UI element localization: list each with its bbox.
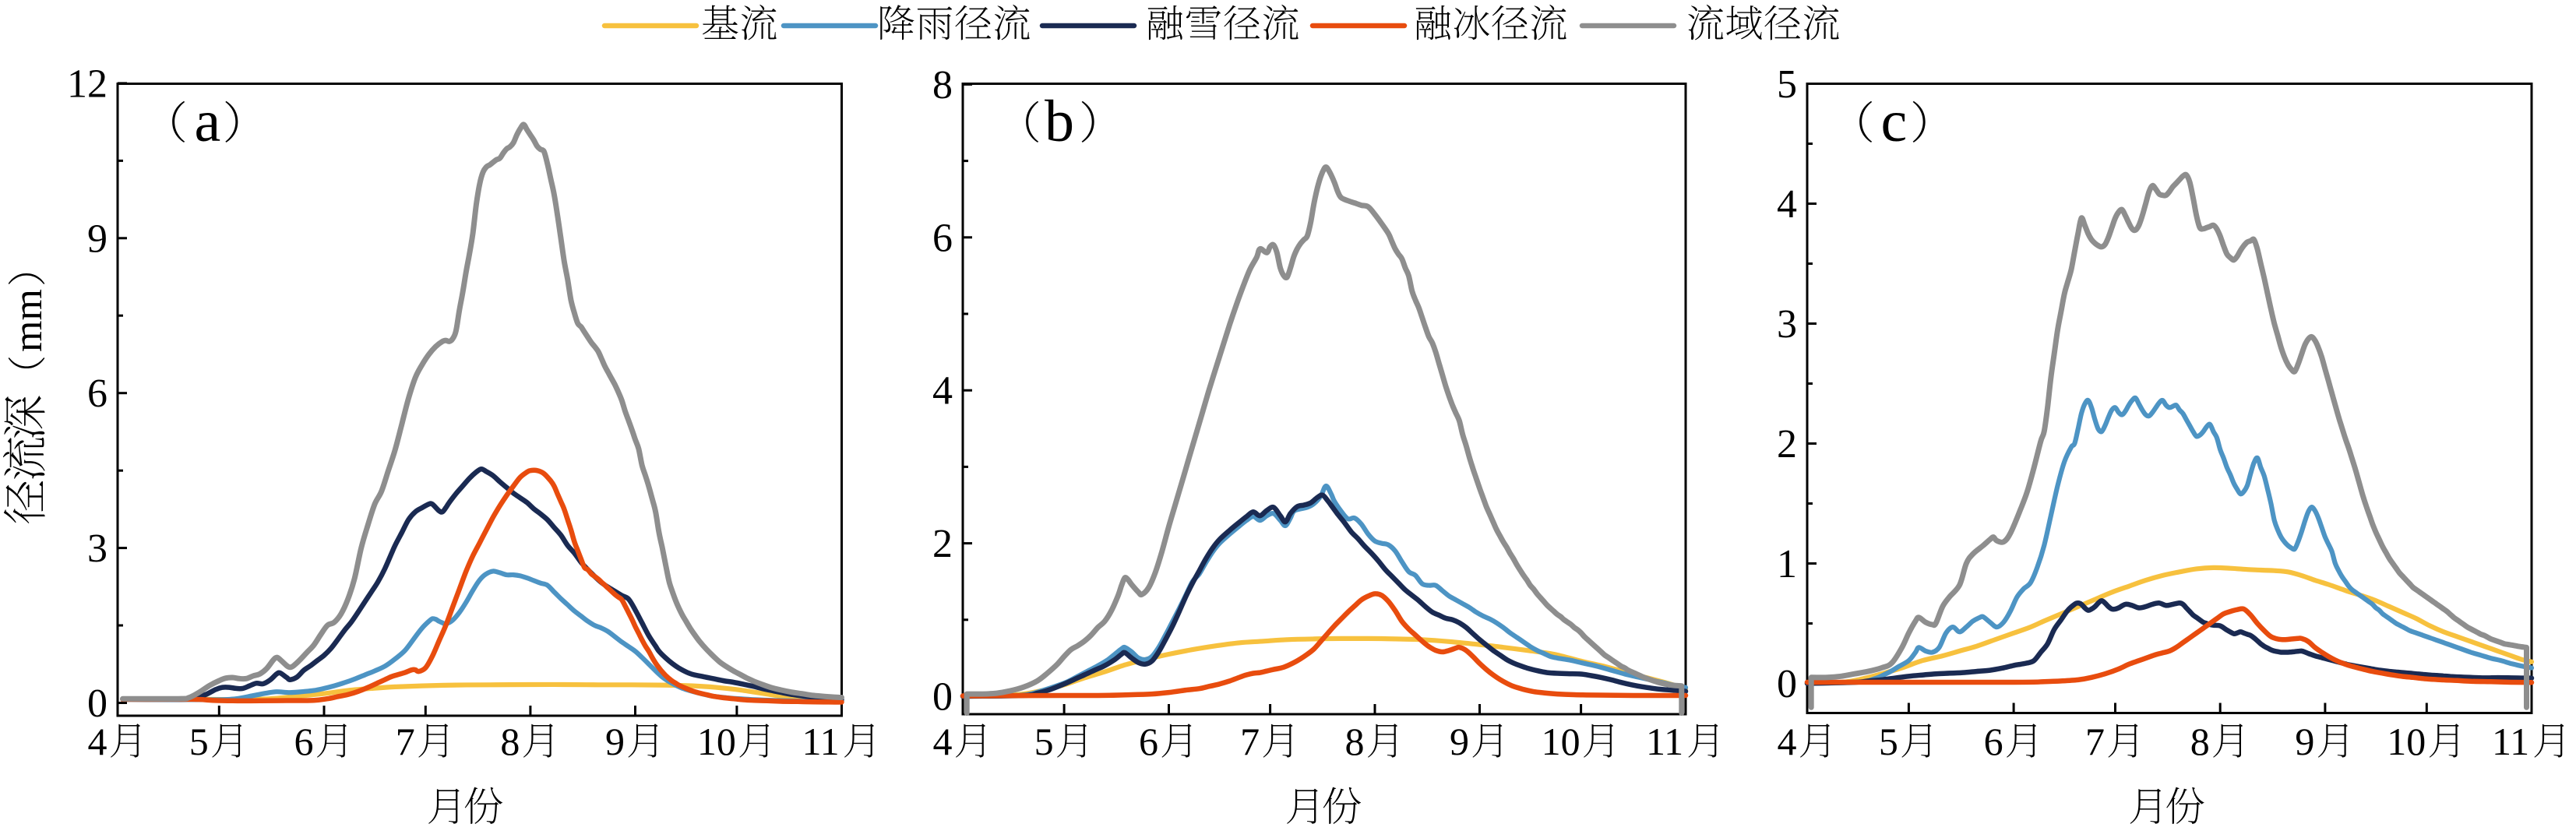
svg-text:10: 10 <box>1542 720 1580 763</box>
svg-text:9: 9 <box>1450 720 1469 763</box>
svg-text:6: 6 <box>87 371 107 416</box>
svg-text:c: c <box>1881 89 1908 154</box>
svg-text:8: 8 <box>932 63 953 107</box>
svg-text:0: 0 <box>1777 662 1797 706</box>
svg-text:2: 2 <box>932 522 953 566</box>
svg-text:7: 7 <box>396 720 415 763</box>
svg-text:11: 11 <box>2492 720 2529 763</box>
svg-text:4: 4 <box>1778 720 1797 763</box>
svg-text:b: b <box>1045 89 1074 154</box>
svg-text:6: 6 <box>1139 720 1158 763</box>
svg-text:12: 12 <box>67 62 107 106</box>
svg-text:4: 4 <box>933 720 953 763</box>
svg-text:10: 10 <box>2387 720 2426 763</box>
svg-text:9: 9 <box>87 217 107 261</box>
svg-text:1: 1 <box>1777 542 1797 586</box>
svg-text:0: 0 <box>932 675 953 720</box>
svg-text:5: 5 <box>189 720 209 763</box>
svg-text:8: 8 <box>1345 720 1365 763</box>
svg-text:9: 9 <box>605 720 625 763</box>
svg-text:4: 4 <box>932 369 953 414</box>
svg-text:7: 7 <box>2085 720 2105 763</box>
svg-text:a: a <box>195 89 221 154</box>
svg-text:6: 6 <box>1984 720 2003 763</box>
svg-text:4: 4 <box>1777 182 1797 227</box>
svg-text:3: 3 <box>1777 302 1797 347</box>
svg-text:3: 3 <box>87 526 107 571</box>
svg-text:0: 0 <box>87 681 107 726</box>
svg-text:10: 10 <box>697 720 736 763</box>
svg-text:5: 5 <box>1034 720 1054 763</box>
svg-text:6: 6 <box>932 216 953 260</box>
svg-text:8: 8 <box>500 720 520 763</box>
svg-text:mm: mm <box>6 289 51 352</box>
svg-text:5: 5 <box>1879 720 1898 763</box>
svg-text:6: 6 <box>294 720 314 763</box>
svg-text:2: 2 <box>1777 422 1797 467</box>
svg-text:11: 11 <box>1646 720 1683 763</box>
svg-text:9: 9 <box>2295 720 2314 763</box>
svg-text:5: 5 <box>1777 62 1797 107</box>
svg-text:11: 11 <box>802 720 840 763</box>
svg-text:4: 4 <box>88 720 107 763</box>
svg-text:7: 7 <box>1240 720 1260 763</box>
svg-text:8: 8 <box>2190 720 2210 763</box>
